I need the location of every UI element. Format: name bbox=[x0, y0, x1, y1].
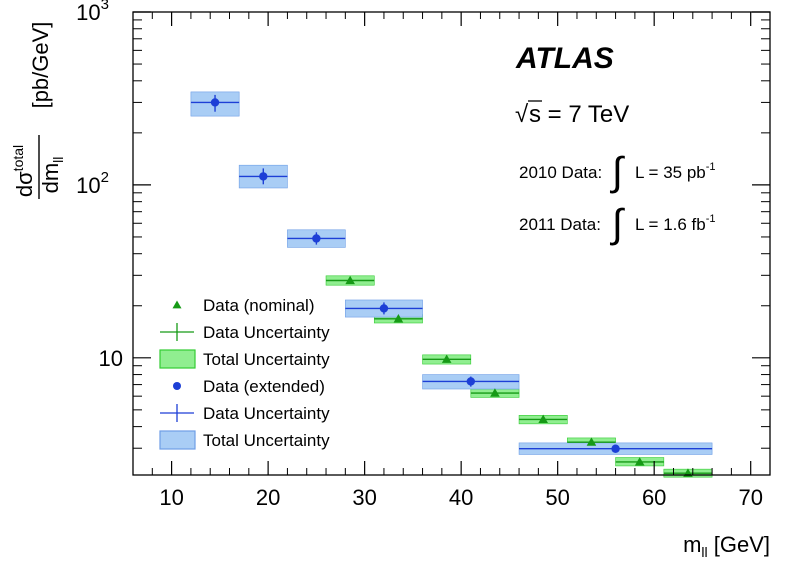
x-tick-label: 60 bbox=[642, 485, 666, 510]
nominal-data-point bbox=[345, 275, 355, 285]
legend-label: Total Uncertainty bbox=[203, 350, 330, 369]
legend-box bbox=[159, 430, 196, 450]
legend-label: Total Uncertainty bbox=[203, 431, 330, 450]
y-tick-label: 103 bbox=[76, 0, 109, 25]
lumi-2011-value: L = 1.6 fb-1 bbox=[635, 213, 716, 234]
legend-label: Data Uncertainty bbox=[203, 404, 330, 423]
y-label-numerator: dσtotal bbox=[10, 145, 37, 197]
y-label-unit: [pb/GeV] bbox=[28, 22, 53, 109]
y-tick-label: 102 bbox=[76, 169, 109, 198]
atlas-label: ATLAS bbox=[515, 42, 614, 75]
legend-label: Data (extended) bbox=[203, 377, 325, 396]
legend-entry: Data (extended) bbox=[173, 377, 325, 396]
nominal-data-point bbox=[634, 457, 645, 466]
integral-symbol: ∫ bbox=[610, 150, 626, 194]
lumi-2011-label: 2011 Data: ∫ L = 1.6 fb-1 bbox=[519, 202, 716, 246]
y-tick-label: 10 bbox=[99, 346, 123, 371]
lumi-2010-label: 2010 Data: ∫ L = 35 pb-1 bbox=[519, 150, 716, 194]
extended-data-point bbox=[611, 444, 620, 453]
nominal-data-point bbox=[393, 314, 404, 323]
extended-data-point bbox=[466, 377, 476, 386]
extended-data-point bbox=[312, 234, 321, 243]
legend-entry: Data (nominal) bbox=[172, 296, 315, 315]
integral-symbol: ∫ bbox=[610, 202, 626, 246]
y-label-denominator: dmll bbox=[38, 157, 66, 194]
legend: Data (nominal) Data Uncertainty Total Unce… bbox=[159, 296, 330, 450]
energy-label: √ s = 7 TeV bbox=[515, 100, 629, 128]
x-tick-label: 70 bbox=[738, 485, 762, 510]
legend-entry: Total Uncertainty bbox=[159, 349, 330, 369]
plot-frame bbox=[132, 11, 771, 476]
lumi-2010-value: L = 35 pb-1 bbox=[635, 161, 716, 182]
data-markers bbox=[210, 98, 693, 477]
legend-entry: Total Uncertainty bbox=[159, 430, 330, 450]
lumi-2011-prefix: 2011 Data: bbox=[519, 215, 601, 234]
legend-entry: Data Uncertainty bbox=[160, 404, 330, 423]
extended-data-point bbox=[379, 304, 389, 313]
tick-labels: 10 20 30 40 50 60 70 10 102 103 bbox=[76, 0, 763, 510]
y-axis-label: dσtotal dmll [pb/GeV] bbox=[10, 22, 66, 199]
axis-ticks bbox=[132, 11, 771, 475]
x-tick-label: 40 bbox=[449, 485, 473, 510]
x-axis-label: mll [GeV] bbox=[683, 532, 770, 560]
x-tick-label: 10 bbox=[159, 485, 183, 510]
x-tick-label: 50 bbox=[545, 485, 569, 510]
extended-data-point bbox=[259, 172, 268, 181]
nominal-data-point bbox=[441, 354, 452, 363]
nominal-data-point bbox=[490, 388, 500, 397]
x-tick-label: 30 bbox=[352, 485, 376, 510]
legend-box bbox=[159, 349, 196, 369]
legend-label: Data (nominal) bbox=[203, 296, 315, 315]
legend-label: Data Uncertainty bbox=[203, 323, 330, 342]
energy-value: s = 7 TeV bbox=[529, 101, 629, 128]
legend-marker-circle bbox=[173, 382, 181, 390]
nominal-data-point bbox=[586, 437, 597, 446]
legend-entry: Data Uncertainty bbox=[160, 323, 330, 342]
extended-data-point bbox=[210, 98, 220, 107]
nominal-data-point bbox=[538, 414, 548, 424]
legend-marker-triangle bbox=[172, 300, 182, 309]
x-tick-label: 20 bbox=[256, 485, 280, 510]
sqrt-symbol: √ bbox=[515, 101, 529, 128]
lumi-2010-prefix: 2010 Data: bbox=[519, 163, 602, 182]
